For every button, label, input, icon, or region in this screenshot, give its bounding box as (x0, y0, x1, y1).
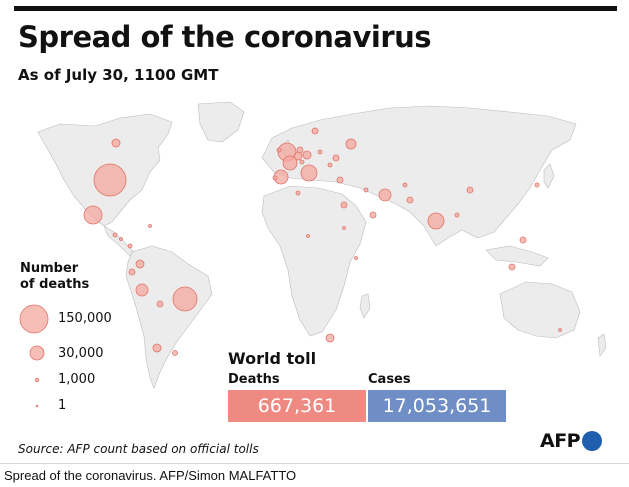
bubble-argentina (172, 350, 178, 356)
bubble-usa (93, 163, 127, 197)
caption-divider (0, 463, 629, 464)
bubble-iran (378, 188, 392, 202)
bubble-italy (300, 164, 318, 182)
bubble-guatemala (112, 232, 118, 238)
bubble-mexico (83, 205, 103, 225)
land-eurasia (261, 105, 577, 247)
land-australia (499, 281, 581, 339)
world-toll-title: World toll (228, 349, 317, 368)
bubble-ukraine (332, 154, 340, 162)
cases-label: Cases (368, 372, 411, 387)
bubble-chile (152, 343, 162, 353)
cases-value-box: 17,053,651 (368, 390, 506, 422)
bubble-switzerland (299, 159, 305, 165)
top-rule (14, 6, 617, 11)
bubble-kenya (354, 256, 358, 260)
land-southeast-asia-islands (485, 245, 549, 267)
bubble-saudi-arabia (369, 211, 377, 219)
land-south-america (125, 245, 213, 389)
legend-title-line2: of deaths (20, 277, 90, 292)
bubble-sudan (342, 226, 346, 230)
bubble-panama (127, 243, 133, 249)
bubble-brazil (172, 286, 198, 312)
bubble-netherlands (296, 146, 304, 154)
bubble-bolivia (156, 300, 164, 308)
land-greenland (197, 101, 245, 143)
bubble-canada (111, 138, 121, 148)
source-note: Source: AFP count based on official toll… (18, 442, 259, 456)
bubble-india (427, 212, 445, 230)
bubble-colombia (135, 259, 145, 269)
deaths-label: Deaths (228, 372, 280, 387)
legend-label-30000: 30,000 (58, 346, 104, 361)
land-japan (543, 163, 555, 189)
bubble-south-africa (325, 333, 335, 343)
cases-value: 17,053,651 (382, 395, 492, 417)
bubble-peru (135, 283, 149, 297)
bubble-bangladesh (454, 212, 460, 218)
bubble-honduras (119, 237, 123, 241)
deaths-value-box: 667,361 (228, 390, 366, 422)
bubble-pakistan (406, 196, 414, 204)
bubble-philippines (519, 236, 527, 244)
map-title: Spread of the coronavirus (18, 20, 432, 54)
land-africa (261, 185, 367, 337)
bubble-indonesia (508, 263, 516, 271)
bubble-germany (302, 150, 312, 160)
bubble-ireland (276, 147, 282, 153)
afp-logo-dot-icon (582, 431, 603, 451)
legend-bubble-150000 (19, 304, 49, 334)
land-new-zealand (597, 333, 607, 357)
legend-bubble-1 (35, 404, 39, 408)
bubble-china (466, 186, 474, 194)
bubble-turkey (336, 176, 344, 184)
legend-label-1000: 1,000 (58, 372, 96, 387)
bubble-iraq (363, 187, 369, 193)
bubble-nigeria (306, 234, 310, 238)
bubble-romania (327, 162, 333, 168)
bubble-ecuador (128, 268, 136, 276)
bubble-egypt (340, 201, 348, 209)
legend-bubble-1000 (34, 377, 40, 383)
image-caption: Spread of the coronavirus. AFP/Simon MAL… (4, 468, 297, 483)
legend-bubble-30000 (29, 345, 45, 361)
map-subtitle: As of July 30, 1100 GMT (18, 66, 219, 84)
bubble-poland (317, 149, 323, 155)
bubble-australia (558, 328, 562, 332)
bubble-algeria (295, 190, 301, 196)
bubble-france (282, 155, 298, 171)
legend-title: Number of deaths (20, 261, 89, 293)
legend-label-1: 1 (58, 398, 67, 413)
legend-title-line1: Number (20, 261, 79, 276)
bubble-japan (534, 182, 540, 188)
bubble-afghanistan (402, 182, 408, 188)
bubble-sweden (311, 127, 319, 135)
deaths-value: 667,361 (257, 395, 337, 417)
bubble-portugal (272, 175, 278, 181)
bubble-russia (345, 138, 357, 150)
bubble-dominican-republic (148, 224, 152, 228)
legend-label-150000: 150,000 (58, 311, 112, 326)
death-bubbles (83, 127, 562, 356)
afp-logo-text: AFP (540, 430, 581, 452)
land-madagascar (359, 293, 371, 319)
afp-logo: AFP (540, 430, 603, 452)
